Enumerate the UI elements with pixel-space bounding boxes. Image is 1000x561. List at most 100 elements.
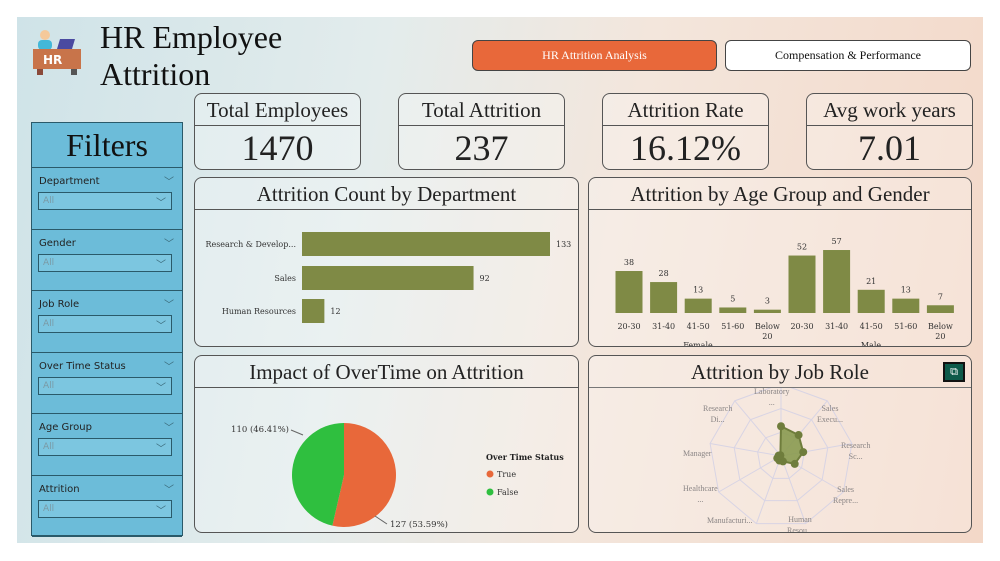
radar-axis-label: Research Sc... bbox=[841, 441, 871, 461]
filter-value: All bbox=[43, 503, 55, 514]
gender-label: Female bbox=[683, 341, 713, 346]
filter-label: Attrition bbox=[39, 483, 80, 495]
radar-grid bbox=[709, 388, 853, 525]
legend-marker bbox=[486, 470, 494, 478]
age-bar bbox=[650, 282, 678, 313]
chevron-down-icon: ﹀ bbox=[156, 444, 166, 455]
filter-value: All bbox=[43, 257, 55, 268]
dept-label: Research & Develop... bbox=[205, 240, 296, 249]
chevron-down-icon: ﹀ bbox=[156, 505, 166, 517]
radar-axis bbox=[780, 455, 807, 524]
chart-title: Attrition Count by Department bbox=[195, 178, 578, 210]
radar-point bbox=[794, 431, 803, 440]
filters-title: Filters bbox=[32, 123, 182, 168]
legend-title: Over Time Status bbox=[486, 452, 564, 462]
age-category-label: 41-50 bbox=[687, 322, 710, 331]
radar-point bbox=[776, 451, 785, 460]
dept-label: Sales bbox=[274, 274, 296, 283]
kpi-value: 237 bbox=[454, 128, 509, 168]
radar-axis bbox=[710, 443, 782, 457]
filter-job-role: Job Role ﹀ All ﹀ bbox=[32, 291, 182, 353]
chevron-down-icon[interactable]: ﹀ bbox=[164, 423, 174, 434]
page-title: HR Employee Attrition bbox=[100, 19, 283, 92]
radar-axis-label: Manufacturi... bbox=[707, 516, 753, 525]
age-category-label: 20-30 bbox=[790, 322, 813, 331]
age-category-label: 51-60 bbox=[721, 322, 744, 331]
filter-label: Department bbox=[39, 176, 100, 187]
overtime-pie-chart: 127 (53.59%) 110 (46.41%) Over Time Status… bbox=[231, 423, 564, 530]
age-bar bbox=[857, 289, 885, 313]
dept-value: 92 bbox=[480, 274, 490, 283]
filter-dropdown[interactable]: All ﹀ bbox=[38, 253, 172, 272]
age-value: 13 bbox=[693, 286, 703, 295]
filter-label: Job Role bbox=[39, 299, 80, 310]
dept-bar bbox=[302, 266, 474, 290]
radar-axis-label: Laboratory... bbox=[754, 387, 790, 407]
chevron-down-icon[interactable]: ﹀ bbox=[164, 300, 174, 311]
kpi-total-attrition: Total Attrition 237 bbox=[398, 93, 565, 170]
dept-value: 133 bbox=[556, 240, 571, 249]
kpi-value: 7.01 bbox=[858, 128, 921, 168]
kpi-label: Attrition Rate bbox=[603, 94, 768, 126]
radar-point bbox=[799, 448, 808, 457]
radar-axis-label: Sales Repre... bbox=[833, 485, 859, 505]
filter-dropdown[interactable]: All ﹀ bbox=[38, 192, 172, 210]
dashboard-canvas: HR HR Employee Attrition HR Attrition Ana… bbox=[17, 17, 983, 543]
kpi-total-employees: Total Employees 1470 bbox=[194, 93, 361, 170]
dept-label: Human Resources bbox=[222, 307, 296, 316]
filter-label: Over Time Status bbox=[39, 360, 126, 372]
age-value: 57 bbox=[832, 237, 842, 246]
nav-hr-attrition-analysis[interactable]: HR Attrition Analysis bbox=[472, 40, 717, 71]
pie-data-label: 110 (46.41%) bbox=[231, 424, 289, 435]
radar-axis bbox=[718, 455, 782, 493]
age-bar bbox=[926, 305, 954, 313]
hr-logo-icon: HR bbox=[33, 30, 81, 75]
nav-compensation-performance[interactable]: Compensation & Performance bbox=[725, 40, 971, 71]
chevron-down-icon: ﹀ bbox=[156, 321, 166, 332]
chevron-down-icon[interactable]: ﹀ bbox=[164, 177, 174, 188]
age-bar bbox=[684, 298, 712, 313]
drill-through-icon[interactable]: ⧉ bbox=[943, 362, 965, 382]
dept-bar bbox=[302, 299, 325, 323]
age-bar bbox=[823, 250, 851, 313]
radar-axis bbox=[734, 400, 782, 457]
dept-bar-chart: Research & Develop... 133 Sales 92 Human Res… bbox=[205, 232, 571, 323]
filter-value: All bbox=[43, 196, 55, 206]
age-bar bbox=[753, 309, 781, 313]
pie-data-label: 127 (53.59%) bbox=[390, 519, 448, 530]
age-value: 7 bbox=[938, 292, 943, 301]
chart-title: Attrition by Age Group and Gender bbox=[589, 178, 971, 210]
filter-dropdown[interactable]: All ﹀ bbox=[38, 438, 172, 456]
age-category-label: Below 20 bbox=[928, 322, 953, 341]
age-bar bbox=[719, 307, 747, 313]
dept-bar bbox=[302, 232, 550, 256]
age-category-label: 41-50 bbox=[860, 322, 883, 331]
radar-axis-label: Healthcare... bbox=[683, 484, 718, 504]
chevron-down-icon[interactable]: ﹀ bbox=[164, 361, 174, 373]
radar-axis bbox=[755, 455, 782, 524]
age-bar bbox=[788, 255, 816, 313]
age-category-label: 31-40 bbox=[652, 322, 675, 331]
svg-text:HR: HR bbox=[43, 53, 62, 67]
job-role-chart-card: Attrition by Job Role ⧉ Laboratory... Sal… bbox=[588, 355, 972, 533]
age-value: 3 bbox=[765, 297, 770, 306]
radar-point bbox=[777, 422, 785, 431]
filter-age-group: Age Group ﹀ All ﹀ bbox=[32, 414, 182, 476]
age-bar bbox=[892, 298, 920, 313]
dept-value: 12 bbox=[330, 307, 340, 316]
filter-dropdown[interactable]: All ﹀ bbox=[38, 376, 172, 395]
filter-label: Gender bbox=[39, 237, 76, 249]
age-value: 52 bbox=[797, 243, 807, 252]
dept-chart-card: Attrition Count by Department Research &… bbox=[194, 177, 579, 347]
pie-slice-false bbox=[292, 423, 344, 526]
chevron-down-icon: ﹀ bbox=[156, 198, 166, 209]
legend-marker bbox=[486, 488, 494, 496]
age-category-label: 20-30 bbox=[617, 322, 640, 331]
chevron-down-icon[interactable]: ﹀ bbox=[164, 484, 174, 496]
filter-dropdown[interactable]: All ﹀ bbox=[38, 499, 172, 518]
overtime-chart-card: Impact of OverTime on Attrition 127 (53.… bbox=[194, 355, 579, 533]
chart-title: Attrition by Job Role bbox=[589, 356, 971, 388]
chart-title: Impact of OverTime on Attrition bbox=[195, 356, 578, 388]
chevron-down-icon[interactable]: ﹀ bbox=[164, 238, 174, 250]
filter-dropdown[interactable]: All ﹀ bbox=[38, 315, 172, 333]
